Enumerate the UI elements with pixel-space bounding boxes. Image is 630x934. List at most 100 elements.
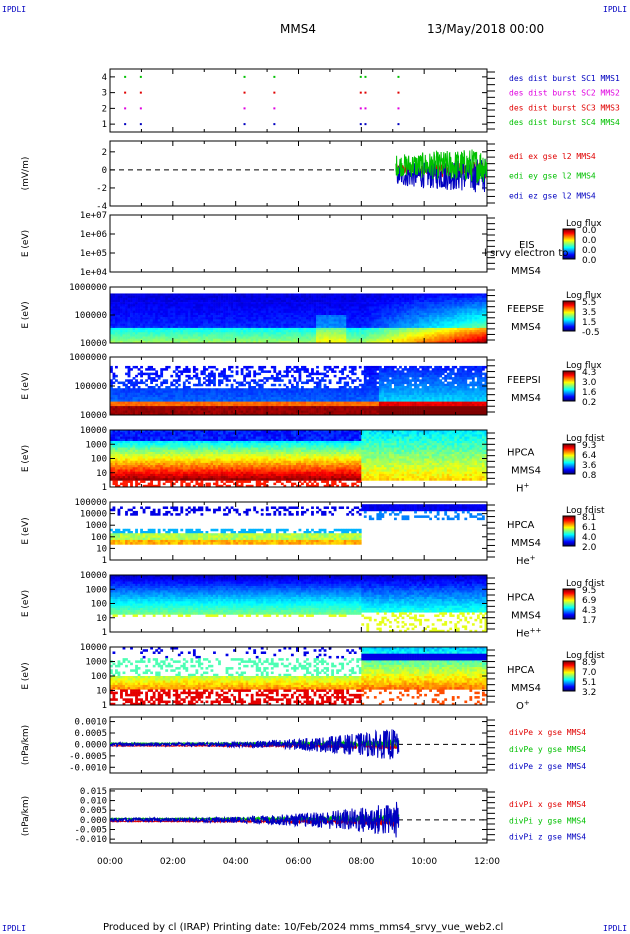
- feepse-panel-cell: [429, 296, 432, 298]
- feepse-panel-cell: [422, 306, 425, 308]
- feepsi-panel-cell: [271, 411, 274, 414]
- feepse-panel-cell: [175, 324, 178, 326]
- feepsi-panel-cell: [248, 375, 251, 378]
- feepsi-panel-cell: [218, 406, 221, 409]
- feepsi-panel-cell: [175, 411, 178, 414]
- feepse-panel-cell: [326, 317, 329, 319]
- feepse-panel-cell: [391, 300, 394, 302]
- feepsi-panel-cell: [231, 390, 234, 393]
- feepse-panel-cell: [459, 321, 462, 323]
- feepse-panel-cell: [138, 302, 141, 304]
- feepse-panel-cell: [394, 315, 397, 317]
- feepse-panel-cell: [153, 324, 156, 326]
- feepse-panel-cell: [434, 311, 437, 313]
- feepse-panel-cell: [143, 326, 146, 328]
- feepse-panel-cell: [268, 313, 271, 315]
- feepse-panel-cell: [329, 330, 332, 332]
- feepse-panel-cell: [427, 317, 430, 319]
- feepse-panel-cell: [434, 304, 437, 306]
- burst-panel-burst-mark: [364, 123, 366, 125]
- feepse-panel-cell: [118, 304, 121, 306]
- feepse-panel-cell: [374, 313, 377, 315]
- feepse-panel-cell: [113, 296, 116, 298]
- feepse-panel-cell: [246, 337, 249, 339]
- feepse-panel-cell: [206, 309, 209, 311]
- feepse-panel-cell: [183, 306, 186, 308]
- feepse-panel-cell: [469, 313, 472, 315]
- feepsi-panel-cell: [193, 411, 196, 414]
- feepse-panel-cell: [198, 321, 201, 323]
- feepsi-panel-cell: [266, 393, 269, 396]
- feepse-panel-cell: [138, 334, 141, 336]
- feepse-panel-cell: [341, 296, 344, 298]
- feepse-panel-cell: [190, 298, 193, 300]
- feepse-panel-cell: [268, 302, 271, 304]
- feepse-panel-cell: [266, 296, 269, 298]
- feepsi-panel-cell: [128, 382, 131, 385]
- feepsi-panel-cell: [218, 384, 221, 387]
- feepse-panel-cell: [145, 332, 148, 334]
- feepse-panel-cell: [412, 298, 415, 300]
- feepse-panel-cell: [190, 339, 193, 341]
- feepse-panel-cell: [477, 321, 480, 323]
- feepse-panel-cell: [165, 298, 168, 300]
- feepse-panel-cell: [386, 309, 389, 311]
- feepse-panel-cell: [143, 328, 146, 330]
- feepse-panel-cell: [359, 321, 362, 323]
- feepse-panel-cell: [346, 309, 349, 311]
- feepse-panel-cell: [263, 300, 266, 302]
- feepse-panel-cell: [432, 313, 435, 315]
- feepse-panel-cell: [145, 328, 148, 330]
- feepse-panel-cell: [193, 315, 196, 317]
- feepse-panel-cell: [381, 337, 384, 339]
- feepse-panel-cell: [457, 304, 460, 306]
- feepse-panel-cell: [241, 306, 244, 308]
- feepse-panel-cell: [238, 328, 241, 330]
- feepse-panel-cell: [288, 317, 291, 319]
- feepse-panel-cell: [334, 324, 337, 326]
- feepse-panel-cell: [155, 330, 158, 332]
- feepsi-panel-cell: [203, 377, 206, 380]
- feepsi-panel-cell: [165, 368, 168, 371]
- feepse-panel-cell: [427, 302, 430, 304]
- feepse-panel-cell: [299, 298, 302, 300]
- feepsi-panel-cell: [200, 402, 203, 405]
- feepsi-panel-cell: [130, 402, 133, 405]
- feepse-panel-cell: [115, 296, 118, 298]
- feepsi-panel-cell: [268, 395, 271, 398]
- feepse-panel-cell: [195, 324, 198, 326]
- feepse-panel-cell: [397, 328, 400, 330]
- feepsi-panel-cell: [193, 395, 196, 398]
- feepsi-panel-cell: [213, 399, 216, 402]
- feepse-panel-cell: [165, 306, 168, 308]
- feepse-panel-cell: [299, 296, 302, 298]
- feepse-panel-cell: [138, 321, 141, 323]
- feepse-panel-cell: [457, 330, 460, 332]
- feepsi-panel-cell: [128, 411, 131, 414]
- feepse-panel-cell: [113, 330, 116, 332]
- feepsi-panel-cell: [271, 377, 274, 380]
- feepse-panel-cell: [120, 298, 123, 300]
- feepsi-panel-cell: [128, 373, 131, 376]
- feepse-panel-cell: [427, 339, 430, 341]
- feepse-panel-cell: [394, 302, 397, 304]
- feepse-panel-cb-tick-1: 3.5: [582, 308, 596, 318]
- feepse-panel-cell: [432, 317, 435, 319]
- feepsi-panel-cell: [251, 366, 254, 369]
- feepse-panel-cell: [371, 311, 374, 313]
- feepse-panel-cell: [208, 296, 211, 298]
- feepsi-panel-cell: [193, 366, 196, 369]
- feepse-panel-cell: [444, 298, 447, 300]
- feepse-panel-cell: [221, 296, 224, 298]
- feepse-panel-cell: [359, 324, 362, 326]
- feepsi-panel-cell: [231, 408, 234, 411]
- feepse-panel-cell: [404, 332, 407, 334]
- feepsi-panel-cell: [150, 390, 153, 393]
- feepse-panel-cell: [211, 315, 214, 317]
- feepse-panel-cell: [190, 317, 193, 319]
- feepse-panel-cell: [213, 296, 216, 298]
- feepsi-panel-cell: [273, 377, 276, 380]
- feepse-panel-cell: [256, 300, 259, 302]
- feepsi-panel-cell: [226, 404, 229, 407]
- feepsi-panel-cell: [153, 411, 156, 414]
